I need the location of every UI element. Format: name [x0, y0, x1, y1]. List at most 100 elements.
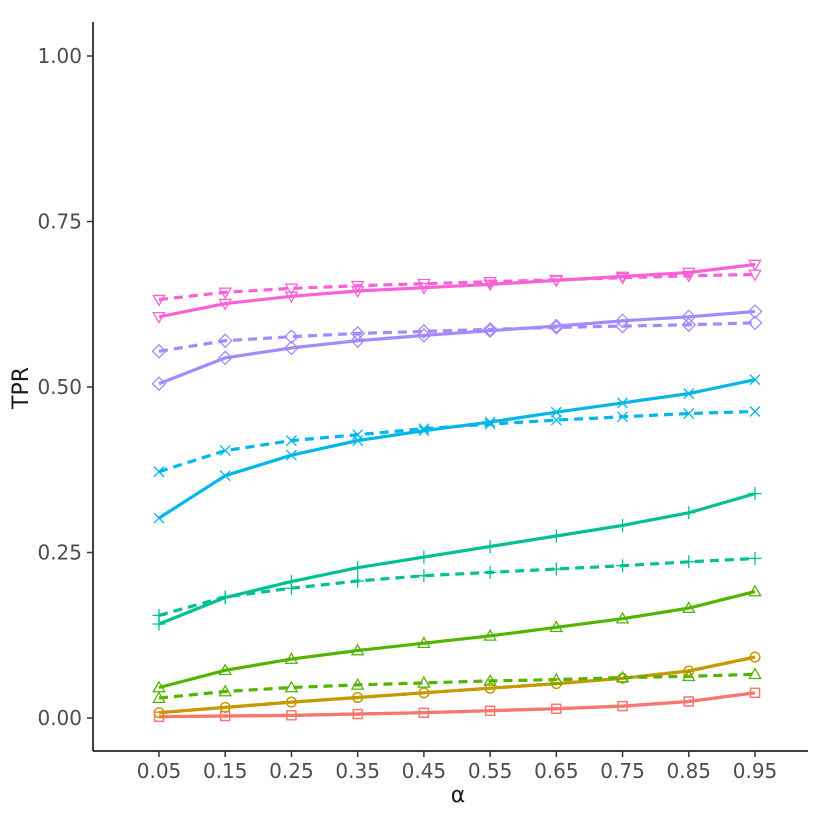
y-tick-label: 1.00 — [37, 44, 82, 68]
series-6-point — [351, 561, 365, 575]
series-8-point — [153, 512, 165, 524]
series-11-point — [482, 321, 498, 337]
x-tick-label: 0.95 — [733, 759, 778, 783]
series-11-point — [284, 329, 299, 345]
series-6-point — [748, 487, 762, 501]
series-3-point — [285, 696, 297, 708]
series-1-point — [683, 696, 694, 707]
series-line-6 — [158, 492, 756, 626]
series-3-point — [219, 701, 231, 713]
x-tick-label: 0.45 — [402, 759, 447, 783]
series-12-point — [284, 291, 299, 304]
series-9-point — [749, 406, 761, 417]
series-3-point — [617, 672, 629, 684]
x-tick-label: 0.35 — [335, 759, 380, 783]
series-8-point — [219, 470, 231, 482]
series-8-point — [418, 425, 430, 437]
series-5-point — [748, 667, 762, 680]
series-9-point — [683, 408, 695, 419]
series-10-point — [350, 333, 366, 349]
x-tick-label: 0.25 — [269, 759, 314, 783]
series-9-point — [418, 423, 430, 435]
series-10-point — [482, 323, 498, 339]
series-7-point — [417, 569, 431, 583]
series-5-point — [417, 675, 431, 688]
series-12-point — [152, 311, 166, 324]
series-9-point — [153, 466, 165, 478]
series-10-point — [681, 309, 697, 325]
y-axis-ticks: 0.00 0.25 0.50 0.75 1.00 — [37, 44, 93, 730]
series-9-point — [617, 411, 629, 423]
series-8-point — [285, 449, 297, 461]
series-line-11 — [158, 321, 756, 353]
series-7-point — [152, 608, 166, 622]
y-tick-label: 0.50 — [37, 375, 82, 399]
series-13-point — [417, 278, 431, 291]
series-4-point — [615, 611, 630, 624]
series-1-point — [749, 687, 761, 698]
series-line-12 — [158, 262, 756, 319]
series-13-point — [748, 269, 762, 282]
series-8-point — [617, 397, 629, 409]
series-6-point — [417, 550, 431, 564]
series-6-point — [616, 518, 630, 532]
series-layer — [158, 262, 756, 719]
series-13-point — [549, 274, 564, 287]
series-9-point — [352, 429, 364, 441]
series-8-point — [749, 374, 761, 386]
series-1-point — [220, 710, 231, 722]
series-9-point — [219, 445, 231, 457]
x-axis-title: α — [451, 783, 466, 808]
series-9-point — [285, 435, 297, 447]
series-4-point — [748, 584, 762, 597]
series-4-point — [483, 628, 497, 641]
series-11-point — [416, 323, 432, 339]
series-13-point — [152, 294, 166, 307]
x-tick-label: 0.85 — [667, 759, 712, 783]
series-10-point — [151, 376, 167, 392]
series-7-point — [284, 581, 298, 595]
series-5-point — [549, 672, 564, 685]
series-3-point — [749, 651, 761, 663]
series-11-point — [548, 320, 564, 335]
series-6-point — [682, 506, 696, 520]
series-13-point — [483, 276, 497, 289]
series-8-point — [484, 416, 496, 428]
y-tick-label: 0.75 — [37, 210, 82, 234]
series-11-point — [747, 315, 763, 331]
series-13-point — [350, 280, 365, 293]
series-line-5 — [158, 672, 756, 700]
series-5-point — [218, 684, 233, 697]
series-line-10 — [158, 309, 756, 386]
series-8-point — [550, 406, 562, 418]
series-10-point — [284, 340, 299, 356]
series-12-point — [417, 282, 431, 295]
series-3-point — [352, 692, 364, 703]
x-tick-label: 0.75 — [600, 759, 645, 783]
series-5-point — [152, 691, 166, 703]
series-4-point — [284, 652, 299, 664]
series-9-point — [484, 418, 496, 430]
series-5-point — [681, 669, 696, 682]
series-7-point — [682, 555, 696, 569]
series-1-point — [352, 708, 363, 720]
series-line-13 — [158, 272, 756, 302]
series-3-point — [484, 682, 496, 694]
series-12-point — [748, 259, 762, 272]
y-axis-title: TPR — [9, 367, 34, 410]
series-9-point — [550, 414, 562, 426]
series-3-point — [683, 665, 695, 677]
series-line-9 — [158, 409, 756, 474]
series-7-point — [748, 551, 762, 565]
series-12-point — [615, 271, 630, 284]
x-tick-label: 0.15 — [203, 759, 248, 783]
series-1-point — [153, 711, 165, 722]
series-1-point — [484, 705, 496, 716]
series-11-point — [151, 343, 167, 359]
series-13-point — [218, 287, 233, 300]
series-5-point — [350, 677, 365, 690]
series-7-point — [483, 565, 497, 579]
x-axis-ticks: 0.05 0.15 0.25 0.35 0.45 0.55 0.65 0.75 0.85 0.95 — [137, 751, 778, 783]
series-13-point — [615, 272, 630, 285]
